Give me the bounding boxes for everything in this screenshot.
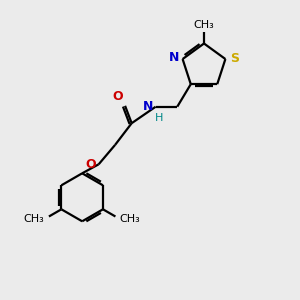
Text: CH₃: CH₃ — [194, 20, 214, 30]
Text: H: H — [155, 113, 164, 123]
Text: O: O — [85, 158, 96, 171]
Text: CH₃: CH₃ — [120, 214, 141, 224]
Text: N: N — [169, 51, 179, 64]
Text: S: S — [230, 52, 239, 65]
Text: O: O — [112, 90, 123, 104]
Text: CH₃: CH₃ — [24, 214, 44, 224]
Text: N: N — [143, 100, 153, 112]
